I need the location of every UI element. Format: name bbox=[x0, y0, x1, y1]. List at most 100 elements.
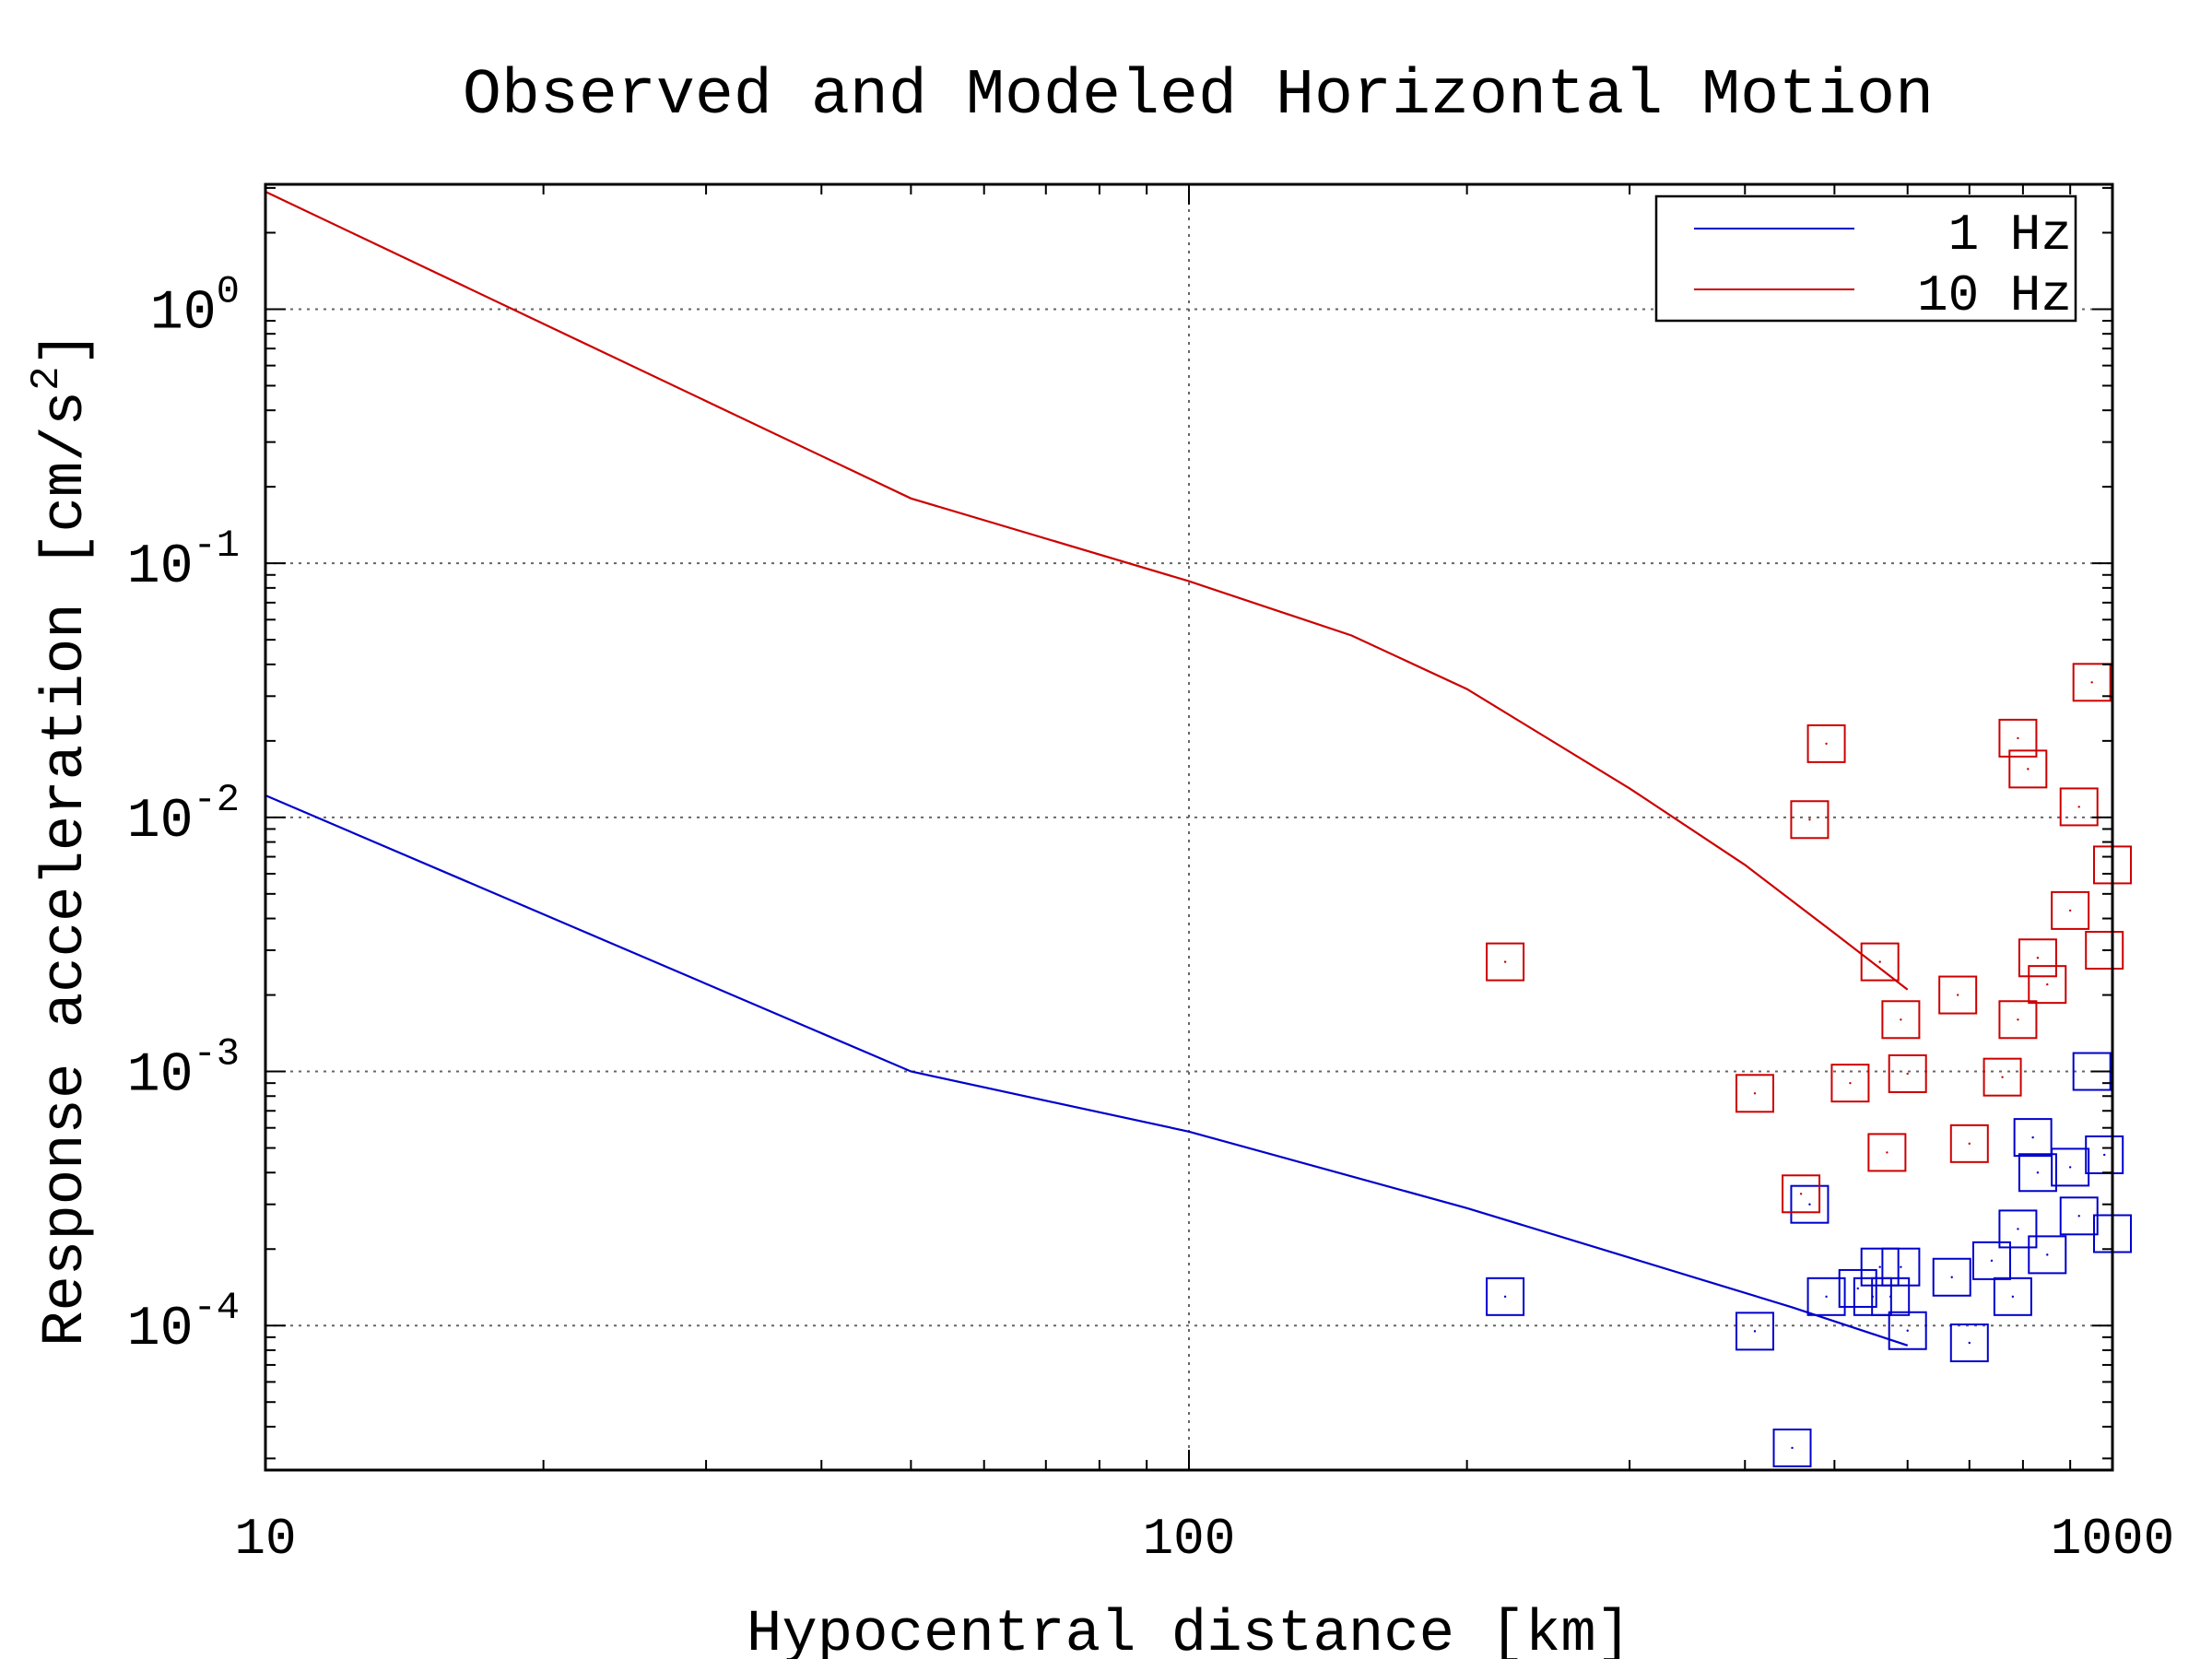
observed-point-dot bbox=[2017, 736, 2019, 740]
observed-point-10hz bbox=[1888, 1053, 1927, 1093]
observed-point-dot bbox=[2031, 1135, 2034, 1139]
x-tick-label: 10 bbox=[234, 1510, 296, 1569]
observed-point-1hz bbox=[1932, 1257, 1971, 1297]
observed-point-dot bbox=[1808, 1203, 1811, 1206]
observed-point-dot bbox=[1503, 960, 1507, 963]
observed-point-dot bbox=[2017, 1228, 2019, 1230]
observed-point-1hz bbox=[1860, 1247, 1900, 1287]
observed-point-10hz bbox=[1938, 975, 1978, 1015]
observed-point-10hz bbox=[1949, 1124, 1989, 1163]
observed-point-dot bbox=[2027, 768, 2030, 771]
observed-point-dot bbox=[1906, 1072, 1909, 1076]
observed-point-dot bbox=[2001, 1076, 2004, 1078]
observed-point-10hz bbox=[1998, 1000, 2038, 1040]
observed-point-1hz bbox=[1838, 1268, 1877, 1308]
observed-point-1hz bbox=[2028, 1235, 2067, 1275]
observed-point-dot bbox=[1808, 818, 1811, 821]
x-tick-label: 100 bbox=[1143, 1510, 1236, 1569]
y-tick-label: 10-3 bbox=[127, 1032, 240, 1108]
observed-point-dot bbox=[1956, 994, 1959, 996]
grid bbox=[265, 184, 2112, 1470]
observed-point-dot bbox=[1753, 1092, 1757, 1095]
observed-point-dot bbox=[1799, 1193, 1803, 1195]
observed-point-dot bbox=[1825, 742, 1828, 746]
legend: 1 Hz 10 Hz bbox=[1654, 194, 2077, 325]
observed-point-dot bbox=[1990, 1259, 1994, 1263]
observed-point-1hz bbox=[1486, 1277, 1525, 1316]
observed-point-dot bbox=[1888, 1295, 1892, 1299]
observed-point-dot bbox=[2068, 909, 2072, 912]
observed-point-dot bbox=[1753, 1330, 1757, 1333]
x-tick-label: 1000 bbox=[2051, 1510, 2174, 1569]
chart-title: Observed and Modeled Horizontal Motion bbox=[463, 60, 1934, 133]
observed-point-1hz bbox=[1993, 1277, 2032, 1316]
observed-point-10hz bbox=[2085, 931, 2124, 971]
observed-point-10hz bbox=[1860, 942, 1900, 982]
observed-point-dot bbox=[1825, 1295, 1828, 1299]
observed-point-1hz bbox=[1735, 1312, 1775, 1351]
legend-label-1hz: 1 Hz bbox=[1948, 206, 2072, 265]
observed-point-dot bbox=[1900, 1265, 1902, 1268]
observed-point-1hz bbox=[1772, 1428, 1812, 1467]
observed-point-dot bbox=[1906, 1329, 1909, 1332]
observed-point-dot bbox=[2077, 806, 2080, 808]
observed-point-dot bbox=[2036, 957, 2040, 959]
observed-point-dot bbox=[1503, 1295, 1507, 1299]
observed-point-10hz bbox=[1881, 1000, 1921, 1040]
model-line-1hz bbox=[265, 794, 1909, 1347]
y-axis-label: Response acceleration [cm/s2] bbox=[24, 331, 100, 1347]
observed-point-1hz bbox=[1881, 1247, 1921, 1287]
observed-point-dot bbox=[2017, 1018, 2019, 1021]
x-axis-label: Hypocentral distance [km] bbox=[747, 1602, 1631, 1659]
observed-point-1hz bbox=[2051, 1147, 2090, 1187]
observed-point-dot bbox=[2090, 681, 2093, 684]
observed-point-dot bbox=[1886, 1151, 1888, 1154]
observed-point-dot bbox=[2077, 1215, 2080, 1218]
observed-point-10hz bbox=[2072, 663, 2112, 702]
observed-point-dot bbox=[1968, 1142, 1971, 1146]
observed-point-1hz bbox=[1998, 1209, 2038, 1249]
observed-point-1hz bbox=[2013, 1118, 2053, 1158]
observed-point-10hz bbox=[2008, 749, 2048, 789]
y-tick-label: 10-2 bbox=[127, 778, 240, 853]
observed-point-dot bbox=[2046, 982, 2049, 986]
observed-point-10hz bbox=[1830, 1064, 1870, 1103]
y-axis-label-text: Response acceleration [cm/s bbox=[33, 391, 100, 1347]
observed-point-1hz bbox=[1971, 1241, 2011, 1280]
observed-point-dot bbox=[2046, 1253, 2049, 1256]
y-tick-label: 10-4 bbox=[127, 1286, 240, 1361]
observed-point-10hz bbox=[2028, 965, 2067, 1005]
y-tick-labels: 100 10-1 10-2 10-3 10-4 bbox=[127, 269, 240, 1361]
observed-point-10hz bbox=[1983, 1057, 2022, 1097]
observed-point-10hz bbox=[2059, 787, 2099, 827]
observed-point-10hz bbox=[1735, 1074, 1775, 1113]
x-tick-labels: 10 100 1000 bbox=[234, 1510, 2174, 1569]
model-line-10hz bbox=[265, 191, 1909, 991]
observed-point-dot bbox=[1878, 960, 1881, 963]
observed-point-1hz bbox=[1871, 1277, 1911, 1316]
observed-point-dot bbox=[1791, 1446, 1794, 1450]
observed-point-dot bbox=[1856, 1287, 1859, 1290]
observed-point-10hz bbox=[2018, 938, 2057, 978]
observed-point-10hz bbox=[1998, 718, 2038, 758]
y-axis-label-close: ] bbox=[33, 331, 100, 366]
observed-point-dot bbox=[1849, 1081, 1852, 1085]
observed-point-dot bbox=[2011, 1295, 2015, 1299]
y-axis-label-sup: 2 bbox=[24, 367, 70, 391]
observed-point-dot bbox=[2068, 1166, 2072, 1169]
observed-point-1hz bbox=[1806, 1277, 1846, 1316]
observed-point-10hz bbox=[1782, 1174, 1821, 1214]
series-layer bbox=[265, 191, 2132, 1467]
observed-point-dot bbox=[1968, 1341, 1971, 1345]
observed-point-dot bbox=[2103, 1153, 2106, 1157]
observed-point-1hz bbox=[1949, 1323, 1989, 1362]
observed-point-dot bbox=[2036, 1171, 2040, 1174]
y-tick-label: 100 bbox=[150, 269, 240, 345]
observed-point-10hz bbox=[1806, 724, 1846, 763]
observed-point-10hz bbox=[2051, 890, 2090, 930]
observed-point-dot bbox=[1950, 1276, 1953, 1278]
observed-point-dot bbox=[1878, 1265, 1881, 1268]
observed-point-1hz bbox=[1790, 1184, 1830, 1224]
axes bbox=[264, 182, 2114, 1472]
